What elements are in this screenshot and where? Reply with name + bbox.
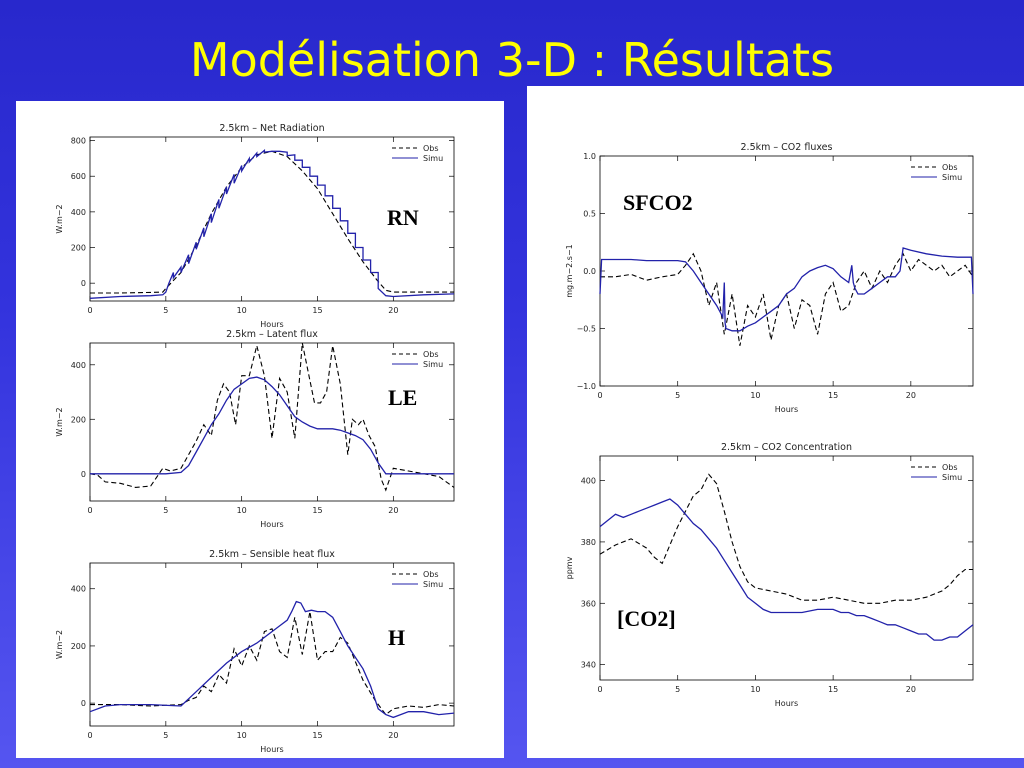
y-axis-label: W.m−2 bbox=[55, 407, 64, 436]
x-tick-label: 20 bbox=[388, 731, 398, 740]
x-axis-label: Hours bbox=[260, 745, 283, 754]
x-axis-label: Hours bbox=[775, 405, 798, 414]
x-tick-label: 20 bbox=[906, 685, 916, 694]
series-line-simu bbox=[599, 498, 974, 641]
x-tick-label: 10 bbox=[237, 306, 247, 315]
plot-frame bbox=[89, 136, 455, 302]
series-line-simu bbox=[89, 149, 455, 299]
x-tick-label: 0 bbox=[597, 685, 602, 694]
x-tick-label: 15 bbox=[828, 685, 838, 694]
y-axis-label: ppmv bbox=[565, 556, 574, 579]
series-line-obs bbox=[600, 252, 974, 346]
y-tick-label: 360 bbox=[581, 599, 596, 608]
chart-title: 2.5km – Net Radiation bbox=[219, 123, 324, 134]
y-tick-label: 400 bbox=[581, 477, 596, 486]
legend-label-simu: Simu bbox=[942, 473, 962, 482]
y-tick-label: 380 bbox=[581, 538, 596, 547]
series-line-simu bbox=[90, 376, 454, 475]
x-tick-label: 5 bbox=[163, 731, 168, 740]
y-tick-label: 200 bbox=[71, 642, 86, 651]
legend-label-simu: Simu bbox=[942, 173, 962, 182]
rn-tag: RN bbox=[387, 205, 419, 230]
chart-title: 2.5km – CO2 Concentration bbox=[721, 442, 852, 453]
x-tick-label: 20 bbox=[906, 391, 916, 400]
chart-title: 2.5km – CO2 fluxes bbox=[741, 142, 833, 153]
y-axis-label: W.m−2 bbox=[55, 630, 64, 659]
series-line-obs bbox=[89, 342, 455, 492]
legend-label-obs: Obs bbox=[423, 144, 439, 153]
plot-frame bbox=[599, 455, 974, 681]
y-tick-label: 800 bbox=[71, 137, 86, 146]
left-chart-panel: 2.5km – Net Radiation 0 5 10 15 20 0 200 400 600 8… bbox=[16, 101, 504, 758]
x-tick-label: 0 bbox=[87, 731, 92, 740]
x-tick-label: 20 bbox=[388, 306, 398, 315]
y-tick-label: 0 bbox=[81, 470, 86, 479]
plot-frame bbox=[89, 562, 455, 727]
x-tick-label: 15 bbox=[312, 506, 322, 515]
y-tick-label: 400 bbox=[71, 208, 86, 217]
y-tick-label: 400 bbox=[71, 585, 86, 594]
legend-label-obs: Obs bbox=[942, 163, 958, 172]
x-tick-label: 5 bbox=[163, 306, 168, 315]
co2-tag: [CO2] bbox=[617, 606, 676, 631]
x-axis-label: Hours bbox=[775, 699, 798, 708]
y-tick-label: 0 bbox=[81, 699, 86, 708]
series-line-simu bbox=[599, 247, 974, 332]
x-tick-label: 5 bbox=[163, 506, 168, 515]
legend-label-simu: Simu bbox=[423, 360, 443, 369]
y-tick-label: 200 bbox=[71, 415, 86, 424]
y-tick-label: 200 bbox=[71, 244, 86, 253]
slide-title: Modélisation 3-D : Résultats bbox=[189, 33, 835, 87]
x-tick-label: 15 bbox=[828, 391, 838, 400]
x-tick-label: 10 bbox=[750, 685, 760, 694]
x-axis-label: Hours bbox=[260, 320, 283, 329]
y-tick-label: 0.5 bbox=[583, 210, 596, 219]
y-axis-label: mg.m−2.s−1 bbox=[565, 244, 574, 298]
x-tick-label: 10 bbox=[237, 731, 247, 740]
x-tick-label: 0 bbox=[597, 391, 602, 400]
sfco2-tag: SFCO2 bbox=[623, 190, 693, 215]
right-chart-panel: 2.5km – CO2 fluxes 0 5 10 15 20 −1.0 −0.5 0.0 0.5… bbox=[527, 86, 1024, 758]
legend-label-simu: Simu bbox=[423, 580, 443, 589]
y-tick-label: 0.0 bbox=[583, 267, 596, 276]
chart-title: 2.5km – Latent flux bbox=[226, 329, 318, 340]
legend-label-obs: Obs bbox=[423, 350, 439, 359]
x-tick-label: 0 bbox=[87, 506, 92, 515]
y-axis-label: W.m−2 bbox=[55, 204, 64, 233]
legend-label-obs: Obs bbox=[942, 463, 958, 472]
legend-label-obs: Obs bbox=[423, 570, 439, 579]
x-tick-label: 5 bbox=[675, 391, 680, 400]
plot-frame bbox=[89, 342, 455, 502]
y-tick-label: 1.0 bbox=[583, 152, 596, 161]
chart-title: 2.5km – Sensible heat flux bbox=[209, 549, 335, 560]
series-line-simu bbox=[89, 600, 455, 719]
x-tick-label: 15 bbox=[312, 731, 322, 740]
x-tick-label: 15 bbox=[312, 306, 322, 315]
x-tick-label: 10 bbox=[237, 506, 247, 515]
y-tick-label: 0 bbox=[81, 279, 86, 288]
le-tag: LE bbox=[388, 385, 418, 410]
y-tick-label: 400 bbox=[71, 361, 86, 370]
series-line-obs bbox=[599, 473, 973, 604]
x-tick-label: 10 bbox=[750, 391, 760, 400]
y-tick-label: −1.0 bbox=[577, 382, 596, 391]
y-tick-label: −0.5 bbox=[577, 325, 596, 334]
x-tick-label: 0 bbox=[87, 306, 92, 315]
h-tag: H bbox=[388, 625, 406, 650]
co2-flux-chart: 2.5km – CO2 fluxes 0 5 10 15 20 −1.0 −0.5 0.0 0.5… bbox=[565, 142, 974, 414]
y-tick-label: 340 bbox=[581, 661, 596, 670]
co2-concentration-chart: 2.5km – CO2 Concentration 0 5 10 15 20 340 360 3… bbox=[565, 442, 974, 708]
y-tick-label: 600 bbox=[71, 172, 86, 181]
legend-label-simu: Simu bbox=[423, 154, 443, 163]
series-line-obs bbox=[90, 611, 455, 716]
x-tick-label: 20 bbox=[388, 506, 398, 515]
x-axis-label: Hours bbox=[260, 520, 283, 529]
x-tick-label: 5 bbox=[675, 685, 680, 694]
